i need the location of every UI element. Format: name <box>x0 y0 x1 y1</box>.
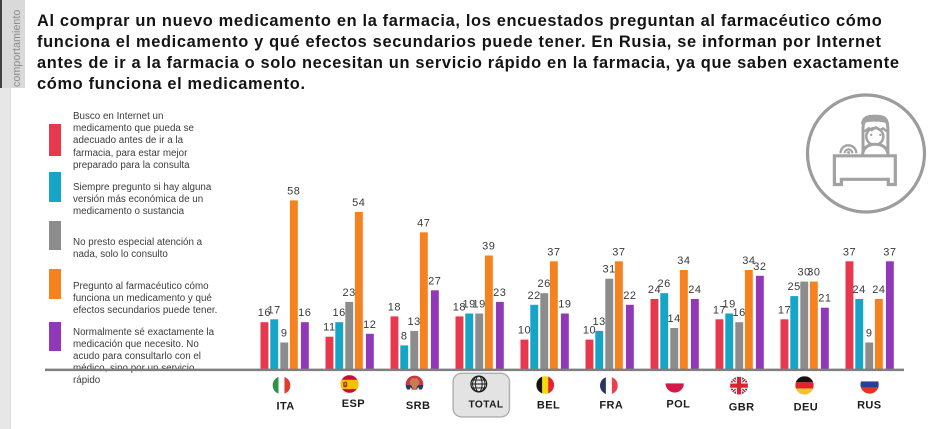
svg-text:18: 18 <box>388 301 401 313</box>
svg-text:10: 10 <box>583 325 596 337</box>
svg-text:22: 22 <box>623 290 636 302</box>
svg-text:24: 24 <box>688 284 701 296</box>
svg-text:21: 21 <box>818 293 831 305</box>
svg-text:12: 12 <box>363 319 376 331</box>
svg-text:47: 47 <box>417 217 430 229</box>
svg-text:9: 9 <box>866 328 873 340</box>
svg-text:23: 23 <box>343 287 356 299</box>
svg-text:10: 10 <box>518 325 531 337</box>
svg-text:34: 34 <box>742 255 755 267</box>
svg-text:34: 34 <box>677 255 690 267</box>
svg-text:16: 16 <box>733 307 746 319</box>
svg-text:RUS: RUS <box>857 399 881 411</box>
svg-text:17: 17 <box>778 304 791 316</box>
svg-text:32: 32 <box>753 261 766 273</box>
svg-text:37: 37 <box>843 246 856 258</box>
svg-text:16: 16 <box>258 307 271 319</box>
svg-text:31: 31 <box>603 264 616 276</box>
svg-text:17: 17 <box>713 304 726 316</box>
svg-text:37: 37 <box>547 246 560 258</box>
svg-text:25: 25 <box>788 281 801 293</box>
svg-text:27: 27 <box>428 275 441 287</box>
svg-text:30: 30 <box>807 267 820 279</box>
svg-text:58: 58 <box>287 185 300 197</box>
svg-text:13: 13 <box>408 316 421 328</box>
svg-text:DEU: DEU <box>794 401 818 413</box>
svg-text:24: 24 <box>648 284 661 296</box>
svg-text:SRB: SRB <box>406 400 430 412</box>
svg-text:19: 19 <box>558 299 571 311</box>
svg-text:26: 26 <box>658 278 671 290</box>
svg-text:17: 17 <box>268 304 281 316</box>
svg-text:23: 23 <box>493 287 506 299</box>
svg-text:BEL: BEL <box>537 400 560 412</box>
svg-text:16: 16 <box>298 307 311 319</box>
svg-text:19: 19 <box>463 299 476 311</box>
svg-text:37: 37 <box>883 246 896 258</box>
svg-text:9: 9 <box>281 328 288 340</box>
svg-text:26: 26 <box>538 278 551 290</box>
svg-text:GBR: GBR <box>729 401 755 413</box>
svg-text:POL: POL <box>666 399 690 411</box>
svg-text:39: 39 <box>482 241 495 253</box>
svg-text:19: 19 <box>473 299 486 311</box>
svg-text:ESP: ESP <box>342 398 365 410</box>
svg-text:14: 14 <box>668 313 681 325</box>
svg-text:24: 24 <box>872 284 885 296</box>
svg-text:37: 37 <box>612 246 625 258</box>
svg-text:11: 11 <box>323 322 336 334</box>
svg-text:18: 18 <box>453 301 466 313</box>
svg-text:TOTAL: TOTAL <box>468 399 503 410</box>
svg-text:ITA: ITA <box>277 400 295 412</box>
svg-text:13: 13 <box>593 316 606 328</box>
svg-text:30: 30 <box>798 267 811 279</box>
svg-text:24: 24 <box>853 284 866 296</box>
svg-text:19: 19 <box>723 299 736 311</box>
svg-text:FRA: FRA <box>599 399 623 411</box>
svg-text:16: 16 <box>333 307 346 319</box>
svg-text:22: 22 <box>528 290 541 302</box>
svg-text:8: 8 <box>401 330 408 342</box>
svg-text:54: 54 <box>352 197 365 209</box>
